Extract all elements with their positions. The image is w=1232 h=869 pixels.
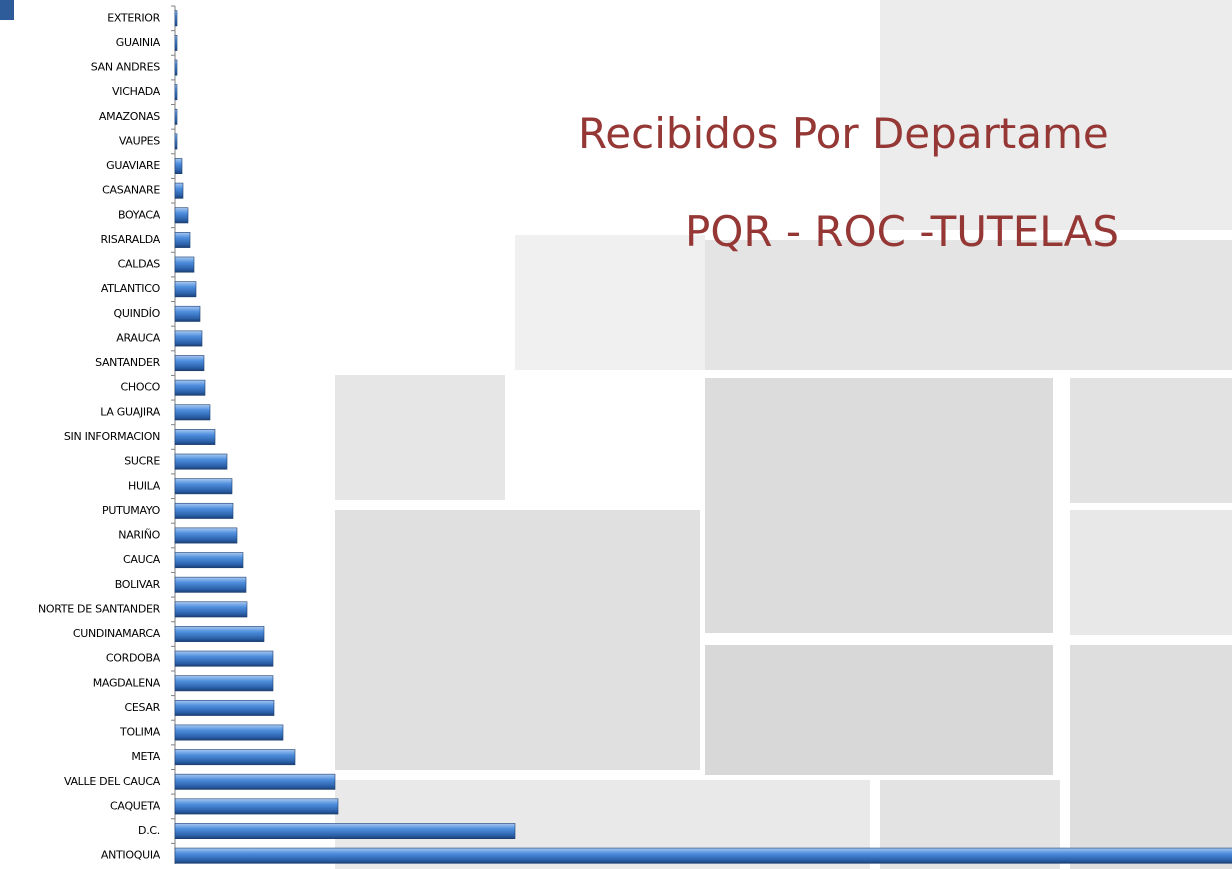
bar	[175, 725, 283, 740]
category-label: AMAZONAS	[99, 110, 160, 123]
bar	[175, 85, 177, 100]
category-label: PUTUMAYO	[102, 504, 161, 517]
bar	[175, 158, 182, 173]
category-label: SIN INFORMACION	[64, 430, 160, 443]
category-label: HUILA	[128, 479, 161, 492]
bar	[175, 429, 215, 444]
bar	[175, 626, 264, 641]
category-label: NORTE DE SANTANDER	[38, 602, 161, 615]
category-label: CHOCO	[121, 381, 161, 394]
category-label: NARIÑO	[118, 529, 160, 542]
bar	[175, 823, 515, 838]
page: body { margin: 0; width: 1232px; height:…	[0, 0, 1232, 869]
category-label: ATLANTICO	[101, 282, 161, 295]
bar	[175, 676, 273, 691]
category-label: CALDAS	[118, 258, 161, 271]
bar	[175, 208, 188, 223]
bar	[175, 134, 177, 149]
category-label: CASANARE	[102, 184, 160, 197]
category-label: GUAVIARE	[106, 159, 160, 172]
category-label: D.C.	[138, 824, 160, 837]
bar	[175, 651, 273, 666]
category-label: RISARALDA	[100, 233, 160, 246]
bar	[175, 11, 177, 26]
bar	[175, 553, 243, 568]
category-label: CAUCA	[123, 553, 161, 566]
bar	[175, 306, 200, 321]
bar	[175, 380, 205, 395]
bar	[175, 60, 177, 75]
category-label: VICHADA	[112, 85, 161, 98]
category-label: BOLIVAR	[115, 578, 161, 591]
bar	[175, 183, 183, 198]
category-label: EXTERIOR	[107, 11, 160, 24]
bar	[175, 405, 210, 420]
page-body: {"chart_data": {"type": "barh", "title_l…	[0, 0, 1232, 869]
bar	[175, 750, 295, 765]
category-label: META	[131, 750, 160, 763]
category-label: QUINDÍO	[114, 307, 161, 320]
category-label: LA GUAJIRA	[100, 405, 160, 418]
bar	[175, 700, 274, 715]
bar	[175, 35, 177, 50]
category-label: CESAR	[125, 701, 161, 714]
category-label: CAQUETA	[110, 799, 161, 812]
category-label: TOLIMA	[119, 726, 161, 739]
bar	[175, 577, 246, 592]
bar	[175, 848, 1232, 863]
category-label: GUAINIA	[116, 36, 161, 49]
category-label: SAN ANDRES	[91, 61, 161, 74]
chart: Recibidos Por Departame PQR - ROC -TUTEL…	[0, 0, 1232, 869]
category-label: SUCRE	[124, 455, 160, 468]
bar	[175, 602, 247, 617]
category-label: VAUPES	[119, 134, 160, 147]
category-label: VALLE DEL CAUCA	[64, 775, 161, 788]
bar	[175, 479, 232, 494]
title-line: PQR - ROC -TUTELAS	[685, 207, 1119, 256]
bar	[175, 528, 237, 543]
category-label: SANTANDER	[95, 356, 161, 369]
bar	[175, 355, 204, 370]
category-label: BOYACA	[118, 208, 161, 221]
bar	[175, 454, 227, 469]
bar	[175, 109, 177, 124]
title-line: Recibidos Por Departame	[578, 109, 1109, 158]
category-label: MAGDALENA	[93, 676, 161, 689]
bar	[175, 503, 233, 518]
bar	[175, 282, 196, 297]
category-label: ANTIOQUIA	[101, 849, 161, 862]
bar	[175, 774, 335, 789]
bar	[175, 799, 338, 814]
category-label: CUNDINAMARCA	[73, 627, 161, 640]
category-label: CORDOBA	[106, 652, 161, 665]
bar	[175, 232, 190, 247]
bar	[175, 257, 194, 272]
bar	[175, 331, 202, 346]
category-label: ARAUCA	[116, 331, 160, 344]
